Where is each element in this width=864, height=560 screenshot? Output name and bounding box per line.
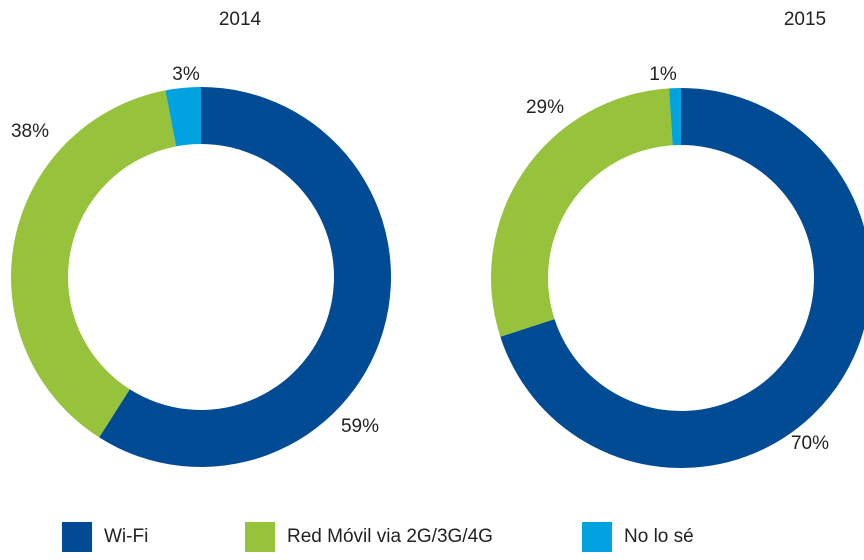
- legend-swatch: [62, 522, 92, 552]
- chart-title: 2015: [784, 9, 826, 30]
- legend-swatch: [245, 522, 275, 552]
- donut-slice: [99, 87, 392, 467]
- data-label: 29%: [526, 97, 564, 118]
- chart-title: 2014: [219, 9, 262, 30]
- data-label: 70%: [791, 433, 829, 454]
- data-label: 1%: [649, 64, 677, 85]
- donut-slice: [11, 90, 177, 438]
- data-label: 59%: [341, 416, 379, 437]
- donut-slice: [669, 88, 681, 146]
- legend-label: No lo sé: [624, 526, 694, 547]
- legend-label: Wi-Fi: [104, 526, 148, 547]
- donut-slice: [490, 88, 673, 337]
- legend-swatch: [582, 522, 612, 552]
- legend-label: Red Móvil via 2G/3G/4G: [287, 526, 493, 547]
- data-label: 3%: [172, 64, 200, 85]
- donut-slice: [165, 87, 201, 147]
- data-label: 38%: [11, 121, 49, 142]
